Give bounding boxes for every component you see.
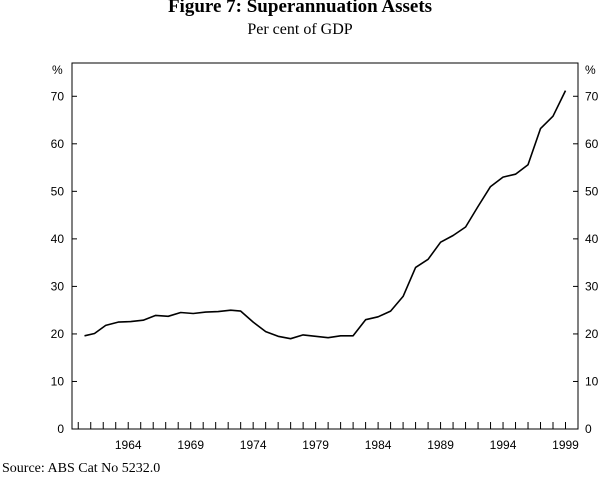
y-tick-label-right: 0 xyxy=(585,422,592,436)
x-tick-label: 1994 xyxy=(490,438,517,452)
y-tick-label-left: 60 xyxy=(51,137,65,151)
x-tick-label: 1989 xyxy=(427,438,454,452)
source-note: Source: ABS Cat No 5232.0 xyxy=(2,461,161,476)
series-line-superannuation xyxy=(84,90,567,340)
y-axis-unit-right: % xyxy=(585,63,596,77)
y-tick-label-left: 0 xyxy=(57,422,64,436)
y-tick-label-right: 30 xyxy=(585,279,599,293)
y-tick-label-right: 10 xyxy=(585,374,599,388)
x-tick-label: 1964 xyxy=(115,438,142,452)
y-axis-unit-left: % xyxy=(52,63,63,77)
x-tick-label: 1984 xyxy=(365,438,392,452)
plot-frame xyxy=(71,62,579,430)
y-tick-label-right: 20 xyxy=(585,327,599,341)
y-tick-label-right: 70 xyxy=(585,89,599,103)
y-tick-label-right: 50 xyxy=(585,184,599,198)
chart-title: Figure 7: Superannuation Assets xyxy=(167,0,433,17)
x-tick-label: 1974 xyxy=(240,438,267,452)
x-tick-label: 1999 xyxy=(552,438,579,452)
chart-subtitle: Per cent of GDP xyxy=(247,21,353,38)
y-tick-label-left: 40 xyxy=(51,232,65,246)
y-tick-label-right: 60 xyxy=(585,137,599,151)
y-tick-label-left: 30 xyxy=(51,279,65,293)
y-tick-label-right: 40 xyxy=(585,232,599,246)
y-tick-label-left: 70 xyxy=(51,89,65,103)
y-tick-label-left: 20 xyxy=(51,327,65,341)
y-tick-label-left: 10 xyxy=(51,374,65,388)
y-tick-label-left: 50 xyxy=(51,184,65,198)
x-tick-label: 1979 xyxy=(302,438,329,452)
x-tick-label: 1969 xyxy=(177,438,204,452)
